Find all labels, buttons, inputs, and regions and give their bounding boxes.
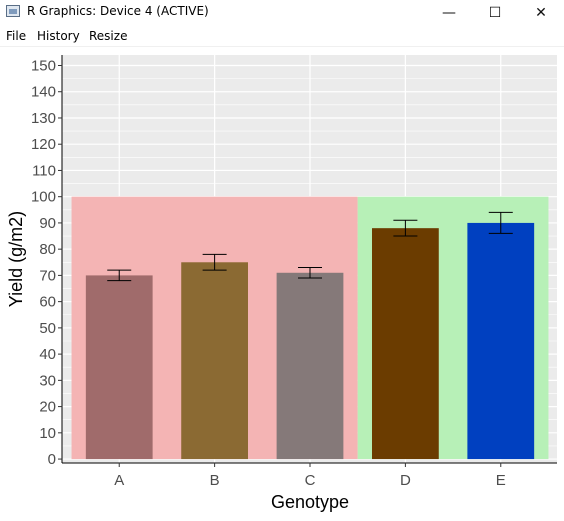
y-tick-label: 110 [32,162,56,179]
bar-c [276,272,344,460]
menu-resize[interactable]: Resize [89,29,128,43]
x-tick-label: B [210,472,220,489]
close-button[interactable]: ✕ [535,5,547,21]
y-tick-label: 150 [31,57,56,74]
y-tick-label: 60 [39,294,56,311]
x-axis-title: Genotype [271,492,349,512]
y-axis: 0 10 20 30 40 50 60 70 80 90 100 110 120 130 140 150 [31,55,63,468]
bar-b [181,262,248,460]
y-axis-title: Yield (g/m2) [6,211,26,307]
error-bar-a [107,269,132,282]
y-tick-label: 50 [39,320,56,337]
bars [85,222,535,460]
y-tick-label: 40 [39,346,56,363]
y-tick-label: 30 [39,372,56,389]
y-tick-label: 10 [39,425,56,442]
error-bar-c [298,267,322,279]
y-tick-label: 70 [39,267,56,284]
error-bar-d [393,219,418,237]
y-tick-label: 90 [39,215,56,232]
error-bars [107,211,513,282]
maximize-button[interactable]: ☐ [488,5,502,21]
menu-history[interactable]: History [37,29,80,43]
menu-file[interactable]: File [6,29,27,43]
r-graphics-app-icon [6,5,20,17]
x-axis: A B C D E [62,462,558,489]
window-titlebar: R Graphics: Device 4 (ACTIVE) — ☐ ✕ [0,0,564,26]
graphics-device-area: 0 10 20 30 40 50 60 70 80 90 100 110 120 130 140 150 A B… [0,47,564,517]
bar-chart: 0 10 20 30 40 50 60 70 80 90 100 110 120 130 140 150 A B… [6,55,558,512]
x-tick-label: A [114,472,124,489]
x-tick-label: D [400,472,411,489]
window-title: R Graphics: Device 4 (ACTIVE) [27,4,209,18]
y-tick-label: 0 [48,451,56,468]
menu-bar: File History Resize [0,26,564,47]
y-tick-label: 120 [31,136,56,153]
window-frame-right [557,47,564,517]
y-tick-label: 20 [39,399,56,416]
bar-e [467,222,535,460]
x-tick-label: C [305,472,316,489]
bar-d [372,228,439,460]
minimize-button[interactable]: — [442,5,456,21]
error-bar-b [202,253,227,271]
y-tick-label: 130 [31,110,56,127]
bar-a [85,275,153,460]
y-tick-label: 140 [31,84,56,101]
error-bar-e [488,211,513,234]
x-tick-label: E [496,472,506,489]
y-tick-label: 100 [31,189,56,206]
y-tick-label: 80 [39,241,56,258]
